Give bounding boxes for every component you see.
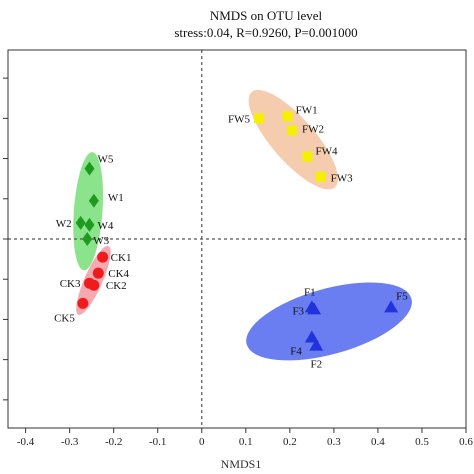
point-label: F4 <box>290 346 302 358</box>
x-tick-label: -0.2 <box>105 436 122 448</box>
triangle-marker <box>307 302 322 315</box>
circle-marker <box>77 297 89 309</box>
point-label: W2 <box>56 218 72 230</box>
group-ellipse <box>246 282 412 361</box>
chart-subtitle: stress:0.04, R=0.9260, P=0.001000 <box>174 25 357 40</box>
circle-marker <box>88 279 100 291</box>
x-tick-label: -0.4 <box>17 436 35 448</box>
point-label: W3 <box>93 235 109 247</box>
square-marker <box>302 151 313 162</box>
x-tick-labels: -0.4 -0.3 -0.2 -0.1 0 0.1 0.2 0.3 0.4 0.5 0.6 <box>17 436 473 448</box>
point-label: W5 <box>97 154 113 166</box>
diamond-marker <box>75 215 86 230</box>
point-label: CK1 <box>111 252 132 264</box>
triangle-marker <box>304 330 319 343</box>
diamond-marker <box>84 161 95 176</box>
square-marker <box>287 125 298 136</box>
x-axis-title: NMDS1 <box>221 457 262 471</box>
point-label: F1 <box>304 286 316 298</box>
x-tick-label: 0.2 <box>283 436 297 448</box>
circle-marker <box>97 251 109 263</box>
point-label: FW5 <box>228 113 251 125</box>
x-tick-label: 0.1 <box>239 436 253 448</box>
group-ellipse <box>248 89 339 190</box>
axis-ticks <box>3 77 467 433</box>
diamond-marker <box>82 232 93 246</box>
point-label: CK2 <box>106 280 127 292</box>
square-marker <box>254 113 265 124</box>
data-points <box>75 111 399 351</box>
point-label: FW4 <box>315 146 338 158</box>
chart-title: NMDS on OTU level <box>210 8 323 23</box>
point-label: FW3 <box>331 173 354 185</box>
group-ellipses <box>73 89 412 361</box>
triangle-marker <box>309 338 324 351</box>
x-tick-label: -0.1 <box>149 436 166 448</box>
diamond-marker <box>84 217 95 232</box>
x-tick-label: 0.5 <box>415 436 429 448</box>
point-label: FW2 <box>302 123 324 135</box>
x-tick-label: 0.6 <box>459 436 473 448</box>
point-label: W1 <box>108 192 124 204</box>
point-label: F5 <box>396 290 408 302</box>
x-tick-label: 0.4 <box>371 436 385 448</box>
group-ellipse <box>73 152 104 271</box>
x-tick-label: 0.3 <box>327 436 341 448</box>
point-label: W4 <box>97 220 113 232</box>
square-marker <box>315 171 326 182</box>
x-tick-label: -0.3 <box>61 436 79 448</box>
triangle-marker <box>384 300 399 313</box>
point-label: FW1 <box>296 104 318 116</box>
circle-marker <box>92 267 104 279</box>
point-label: CK4 <box>108 268 129 280</box>
square-marker <box>282 111 293 122</box>
point-label: F2 <box>310 359 322 371</box>
x-tick-label: 0 <box>199 436 205 448</box>
diamond-marker <box>88 193 99 208</box>
point-label: CK3 <box>60 278 81 290</box>
point-label: CK5 <box>54 312 75 324</box>
point-label: F3 <box>292 305 304 317</box>
zero-reference-lines <box>8 50 466 428</box>
